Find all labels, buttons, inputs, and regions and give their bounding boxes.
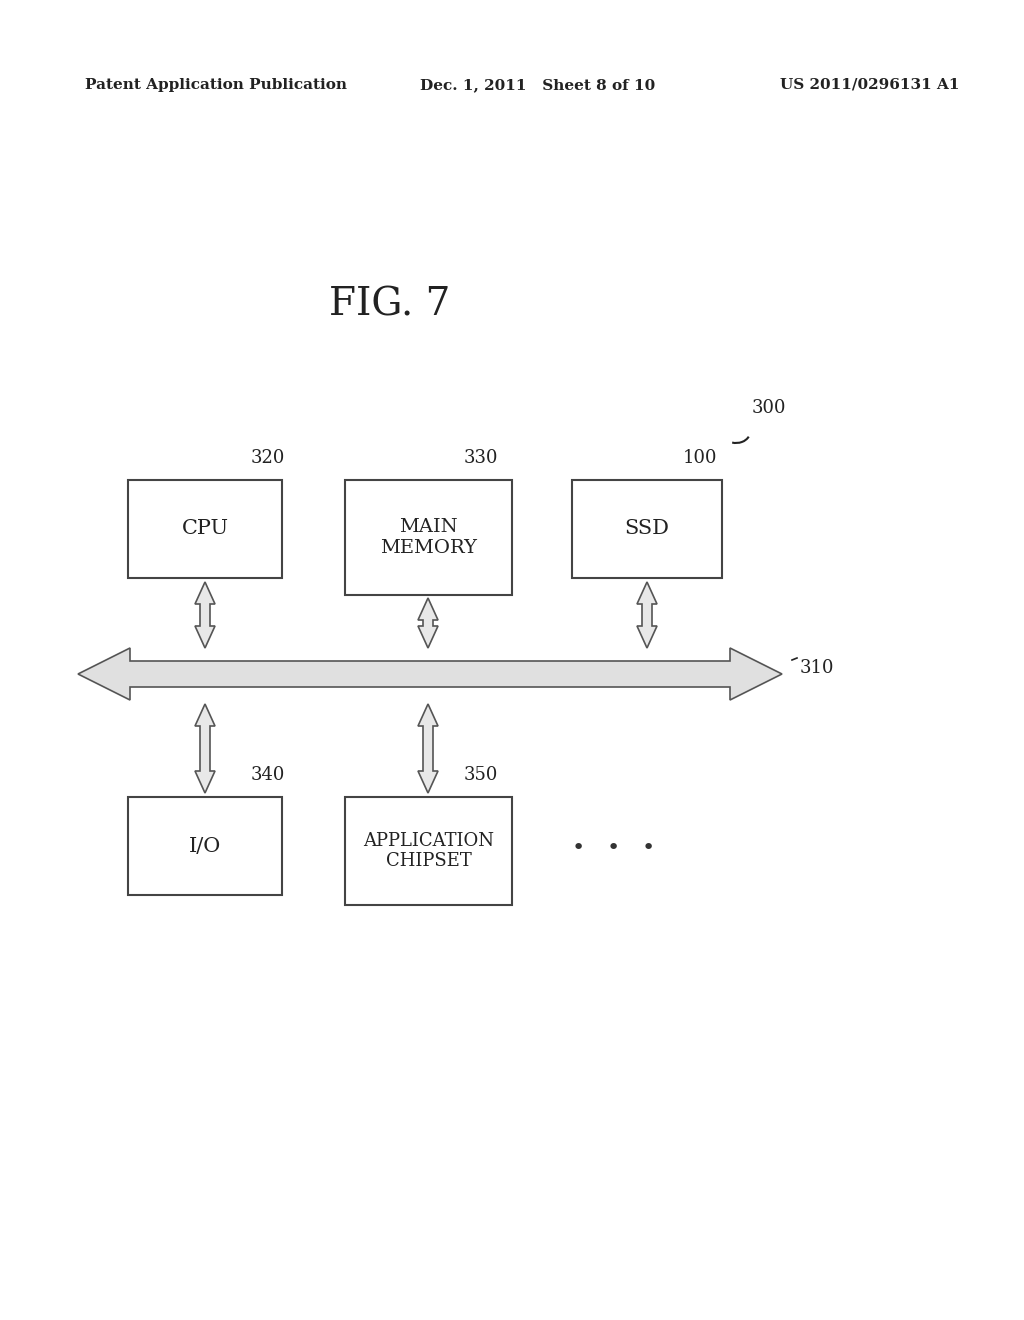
- Text: 310: 310: [800, 659, 835, 677]
- FancyBboxPatch shape: [572, 480, 722, 578]
- Polygon shape: [195, 582, 215, 648]
- Text: APPLICATION
CHIPSET: APPLICATION CHIPSET: [362, 832, 494, 870]
- Text: US 2011/0296131 A1: US 2011/0296131 A1: [780, 78, 959, 92]
- Text: SSD: SSD: [625, 520, 670, 539]
- Polygon shape: [418, 598, 438, 648]
- Text: 100: 100: [683, 449, 717, 467]
- Text: 300: 300: [752, 399, 786, 417]
- Text: FIG. 7: FIG. 7: [330, 286, 451, 323]
- Polygon shape: [195, 704, 215, 793]
- Text: CPU: CPU: [181, 520, 228, 539]
- Text: 330: 330: [464, 449, 499, 467]
- Text: MAIN
MEMORY: MAIN MEMORY: [380, 519, 477, 557]
- Text: •: •: [641, 838, 654, 858]
- Text: 320: 320: [251, 449, 286, 467]
- Text: 340: 340: [251, 766, 286, 784]
- FancyBboxPatch shape: [128, 480, 282, 578]
- Text: Patent Application Publication: Patent Application Publication: [85, 78, 347, 92]
- Text: •: •: [571, 838, 585, 858]
- Polygon shape: [78, 648, 782, 700]
- Text: Dec. 1, 2011   Sheet 8 of 10: Dec. 1, 2011 Sheet 8 of 10: [420, 78, 655, 92]
- Text: 350: 350: [464, 766, 499, 784]
- Polygon shape: [637, 582, 657, 648]
- Polygon shape: [418, 704, 438, 793]
- Text: •: •: [606, 838, 620, 858]
- FancyBboxPatch shape: [345, 480, 512, 595]
- Text: I/O: I/O: [188, 837, 221, 855]
- FancyBboxPatch shape: [345, 797, 512, 906]
- FancyBboxPatch shape: [128, 797, 282, 895]
